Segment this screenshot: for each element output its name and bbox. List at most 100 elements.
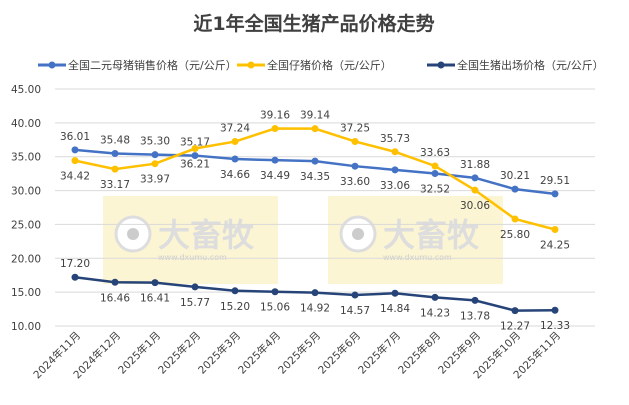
x-tick-label: 2025年5月 <box>275 329 323 377</box>
svg-text:大畜牧: 大畜牧 <box>158 216 255 254</box>
data-label: 35.48 <box>100 134 130 146</box>
data-label: 17.20 <box>60 258 90 270</box>
data-label: 14.84 <box>380 303 410 315</box>
data-label: 13.78 <box>460 310 490 322</box>
data-label: 34.49 <box>260 170 290 182</box>
data-label: 35.73 <box>380 133 410 145</box>
data-label: 33.60 <box>340 176 370 188</box>
data-point <box>511 215 519 223</box>
data-label: 34.42 <box>60 171 90 183</box>
data-label: 25.80 <box>500 229 530 241</box>
data-point <box>431 293 439 301</box>
data-point <box>151 160 159 168</box>
y-tick-label: 20.00 <box>11 253 41 265</box>
data-point <box>551 226 559 234</box>
y-tick-label: 30.00 <box>11 186 41 198</box>
data-label: 15.77 <box>180 297 210 309</box>
chart-title: 近1年全国生猪产品价格走势 <box>193 12 434 35</box>
data-label: 12.33 <box>540 320 570 332</box>
y-tick-label: 40.00 <box>11 118 41 130</box>
x-tick-label: 2025年8月 <box>395 329 443 377</box>
data-label: 30.06 <box>460 200 490 212</box>
data-label: 24.25 <box>540 240 570 252</box>
data-label: 36.01 <box>60 131 90 143</box>
y-tick-label: 45.00 <box>11 84 41 96</box>
data-point <box>111 149 119 157</box>
data-point <box>391 289 399 297</box>
legend-item[interactable]: 全国仔猪价格（元/公斤） <box>237 58 392 72</box>
y-tick-label: 15.00 <box>11 287 41 299</box>
data-label: 37.24 <box>220 123 250 135</box>
y-tick-label: 35.00 <box>11 152 41 164</box>
data-point <box>271 156 279 164</box>
svg-text:www.dxumu.com: www.dxumu.com <box>383 253 452 262</box>
data-label: 32.52 <box>420 184 450 196</box>
data-label: 36.21 <box>180 159 210 171</box>
data-point <box>311 125 319 133</box>
data-point <box>151 279 159 287</box>
data-label: 35.30 <box>140 136 170 148</box>
data-point <box>231 138 239 146</box>
data-point <box>391 148 399 156</box>
data-point <box>391 166 399 174</box>
data-point <box>551 306 559 314</box>
data-point <box>271 125 279 133</box>
legend-item[interactable]: 全国生猪出场价格（元/公斤） <box>427 58 604 72</box>
x-tick-label: 2025年6月 <box>315 329 363 377</box>
svg-text:全国生猪出场价格（元/公斤）: 全国生猪出场价格（元/公斤） <box>457 58 604 72</box>
series-1: 36.01 35.48 35.30 35.17 34.66 34.49 34.35 33.60… <box>60 131 570 198</box>
svg-text:全国二元母猪销售价格（元/公斤）: 全国二元母猪销售价格（元/公斤） <box>68 58 237 72</box>
data-label: 29.51 <box>540 175 570 187</box>
data-label: 14.23 <box>420 307 450 319</box>
data-point <box>71 157 79 165</box>
data-label: 39.14 <box>300 110 330 122</box>
data-point <box>351 162 359 170</box>
data-label: 14.57 <box>340 305 370 317</box>
data-point <box>231 287 239 295</box>
data-label: 15.20 <box>220 301 250 313</box>
data-label: 16.41 <box>140 293 170 305</box>
data-label: 30.21 <box>500 170 530 182</box>
data-point <box>111 165 119 173</box>
data-label: 34.35 <box>300 171 330 183</box>
svg-text:全国仔猪价格（元/公斤）: 全国仔猪价格（元/公斤） <box>267 58 392 72</box>
svg-text:www.dxumu.com: www.dxumu.com <box>158 253 227 262</box>
x-tick-label: 2025年2月 <box>155 329 203 377</box>
data-label: 37.25 <box>340 122 370 134</box>
data-point <box>191 145 199 153</box>
data-label: 33.06 <box>380 180 410 192</box>
legend-item[interactable]: 全国二元母猪销售价格（元/公斤） <box>38 58 237 72</box>
data-label: 16.46 <box>100 292 130 304</box>
data-point <box>271 288 279 296</box>
data-label: 34.66 <box>220 169 250 181</box>
data-point <box>551 190 559 198</box>
data-point <box>151 151 159 159</box>
data-point <box>351 291 359 299</box>
data-label: 33.17 <box>100 179 130 191</box>
data-point <box>311 289 319 297</box>
data-point <box>71 146 79 154</box>
data-point <box>311 157 319 165</box>
data-point <box>71 273 79 281</box>
y-tick-label: 25.00 <box>11 219 41 231</box>
svg-text:大畜牧: 大畜牧 <box>383 216 480 254</box>
series-2: 34.42 33.17 33.97 36.21 37.24 39.16 39.14 37.25… <box>60 110 570 252</box>
x-tick-label: 2025年7月 <box>355 329 403 377</box>
data-label: 35.17 <box>180 137 210 149</box>
data-point <box>431 162 439 170</box>
data-point <box>471 174 479 182</box>
data-point <box>191 152 199 160</box>
data-point <box>191 283 199 291</box>
data-label: 14.92 <box>300 303 330 315</box>
data-point <box>231 155 239 163</box>
y-tick-label: 10.00 <box>11 321 41 333</box>
x-tick-label: 2025年1月 <box>115 329 163 377</box>
data-point <box>431 170 439 178</box>
x-tick-label: 2025年4月 <box>235 329 283 377</box>
data-point <box>471 296 479 304</box>
data-label: 39.16 <box>260 110 290 122</box>
data-label: 33.63 <box>420 147 450 159</box>
series-3: 17.20 16.46 16.41 15.77 15.20 15.06 14.92 14.57… <box>60 258 570 332</box>
